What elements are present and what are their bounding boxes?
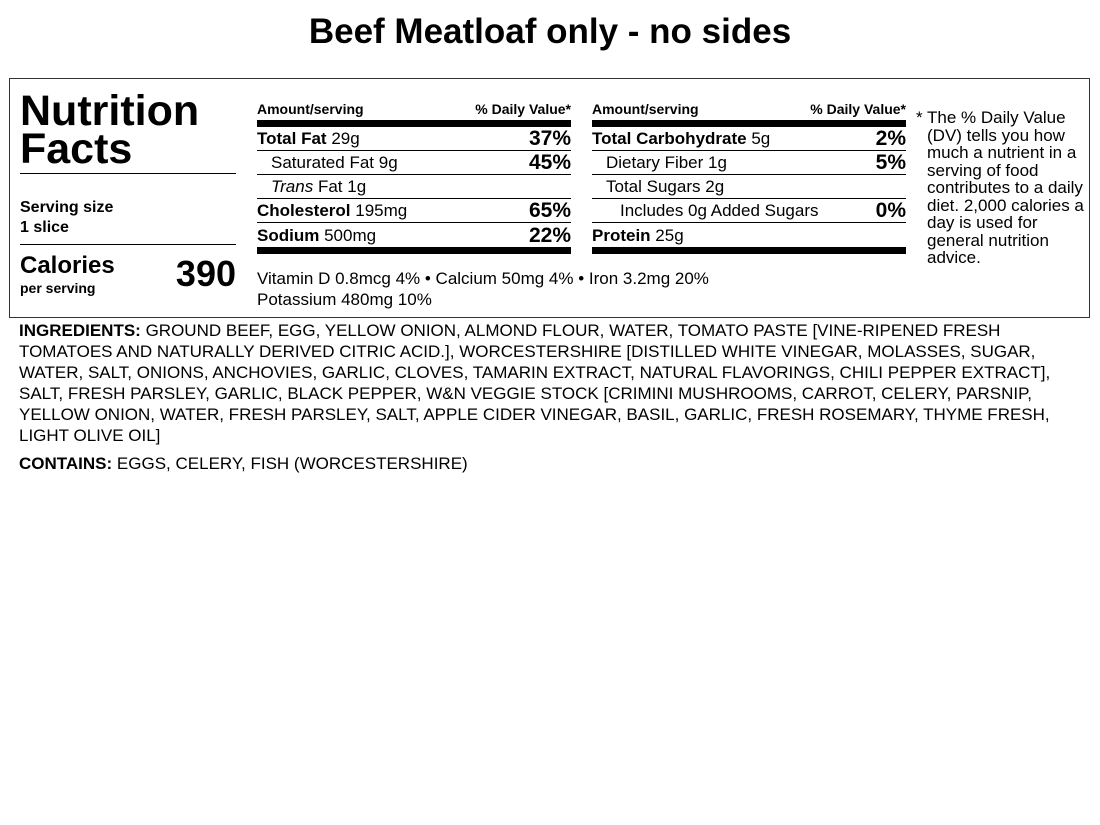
nutrient-column-left: Amount/serving % Daily Value* Total Fat … — [257, 99, 571, 254]
nutrient-label: Saturated Fat — [271, 153, 375, 172]
nutrient-amount: 1g — [708, 153, 727, 172]
nutrient-dv: 45% — [528, 151, 571, 174]
serving-size-value: 1 slice — [20, 219, 69, 236]
nutrient-amount: 25g — [655, 226, 684, 245]
calories-block: Calories per serving 390 — [20, 251, 236, 297]
heading-line-2: Facts — [20, 125, 133, 173]
heading-line-1: Nutrition — [20, 87, 200, 135]
contains-text: EGGS, CELERY, FISH (WORCESTERSHIRE) — [116, 454, 468, 473]
footnote-asterisk: * — [916, 108, 923, 127]
nutrient-amount: 29g — [331, 129, 360, 148]
calories-value: 390 — [175, 253, 236, 294]
nutrient-dv: 5% — [875, 151, 906, 174]
page-title: Beef Meatloaf only - no sides — [308, 12, 792, 51]
row-trans-fat: Trans Fat 1g — [257, 175, 571, 199]
column-header: Amount/serving % Daily Value* — [592, 99, 906, 119]
nutrient-dv: 37% — [528, 127, 571, 150]
row-total-fat: Total Fat 29g 37% — [257, 127, 571, 151]
heading-divider — [20, 173, 236, 174]
daily-value-header: % Daily Value* — [475, 101, 571, 117]
nutrient-amount: 195mg — [355, 201, 408, 220]
row-protein: Protein 25g — [592, 223, 906, 247]
nutrient-label: Total Fat — [257, 129, 327, 148]
calories-sub-label: per serving — [20, 280, 96, 296]
nutrient-amount: 2g — [705, 177, 725, 196]
row-cholesterol: Cholesterol 195mg 65% — [257, 199, 571, 223]
amount-header: Amount/serving — [257, 101, 364, 117]
ingredients-text: GROUND BEEF, EGG, YELLOW ONION, ALMOND F… — [19, 321, 1051, 445]
nutrient-dv: 22% — [528, 224, 571, 247]
amount-header: Amount/serving — [592, 101, 699, 117]
vitamins-line-1: Vitamin D 0.8mcg 4% • Calcium 50mg 4% • … — [257, 269, 709, 288]
row-added-sugars: Includes 0g Added Sugars 0% — [592, 199, 906, 223]
serving-size: Serving size 1 slice — [20, 198, 236, 238]
nutrient-amount: 1g — [347, 177, 367, 196]
nutrient-label: Cholesterol — [257, 201, 351, 220]
row-total-sugars: Total Sugars 2g — [592, 175, 906, 199]
row-sodium: Sodium 500mg 22% — [257, 223, 571, 247]
contains-label: CONTAINS: — [19, 454, 113, 473]
nutrient-amount: 9g — [378, 153, 398, 172]
ingredients-label: INGREDIENTS: — [19, 321, 141, 340]
nutrition-facts-heading: Nutrition Facts — [20, 87, 236, 173]
daily-value-footnote: * The % Daily Value (DV) tells you how m… — [916, 109, 1086, 267]
nutrient-amount: 5g — [751, 129, 771, 148]
vitamins-line-2: Potassium 480mg 10% — [257, 290, 432, 309]
nutrient-label: Protein — [592, 226, 651, 245]
nutrient-label: Sodium — [257, 226, 320, 245]
row-dietary-fiber: Dietary Fiber 1g 5% — [592, 151, 906, 175]
thick-rule — [257, 120, 571, 127]
nutrient-column-right: Amount/serving % Daily Value* Total Carb… — [592, 99, 906, 254]
nutrition-facts-panel: Nutrition Facts Serving size 1 slice Cal… — [9, 78, 1090, 318]
footnote-text: The % Daily Value (DV) tells you how muc… — [927, 108, 1084, 267]
calories-label: Calories — [20, 252, 115, 279]
row-total-carbohydrate: Total Carbohydrate 5g 2% — [592, 127, 906, 151]
thick-rule — [592, 247, 906, 254]
allergen-statement: CONTAINS: EGGS, CELERY, FISH (WORCESTERS… — [19, 453, 1079, 474]
serving-divider — [20, 244, 236, 245]
nutrient-dv: 2% — [875, 127, 906, 150]
thick-rule — [592, 120, 906, 127]
nutrient-label: Includes 0g Added Sugars — [620, 201, 819, 220]
daily-value-header: % Daily Value* — [810, 101, 906, 117]
thick-rule — [257, 247, 571, 254]
nutrient-dv: 0% — [875, 199, 906, 222]
nutrient-label-italic: Trans — [271, 177, 314, 196]
column-header: Amount/serving % Daily Value* — [257, 99, 571, 119]
nutrient-label: Dietary Fiber — [606, 153, 704, 172]
nutrient-dv: 65% — [528, 199, 571, 222]
ingredients-statement: INGREDIENTS: GROUND BEEF, EGG, YELLOW ON… — [19, 320, 1079, 446]
row-saturated-fat: Saturated Fat 9g 45% — [257, 151, 571, 175]
nutrient-amount: 500mg — [324, 226, 377, 245]
nutrient-label: Total Carbohydrate — [592, 129, 747, 148]
nutrient-label: Total Sugars — [606, 177, 701, 196]
serving-size-label: Serving size — [20, 199, 114, 216]
nutrition-summary: Nutrition Facts Serving size 1 slice Cal… — [20, 79, 236, 297]
vitamins-minerals: Vitamin D 0.8mcg 4% • Calcium 50mg 4% • … — [257, 268, 709, 310]
nutrient-label: Fat — [317, 177, 343, 196]
